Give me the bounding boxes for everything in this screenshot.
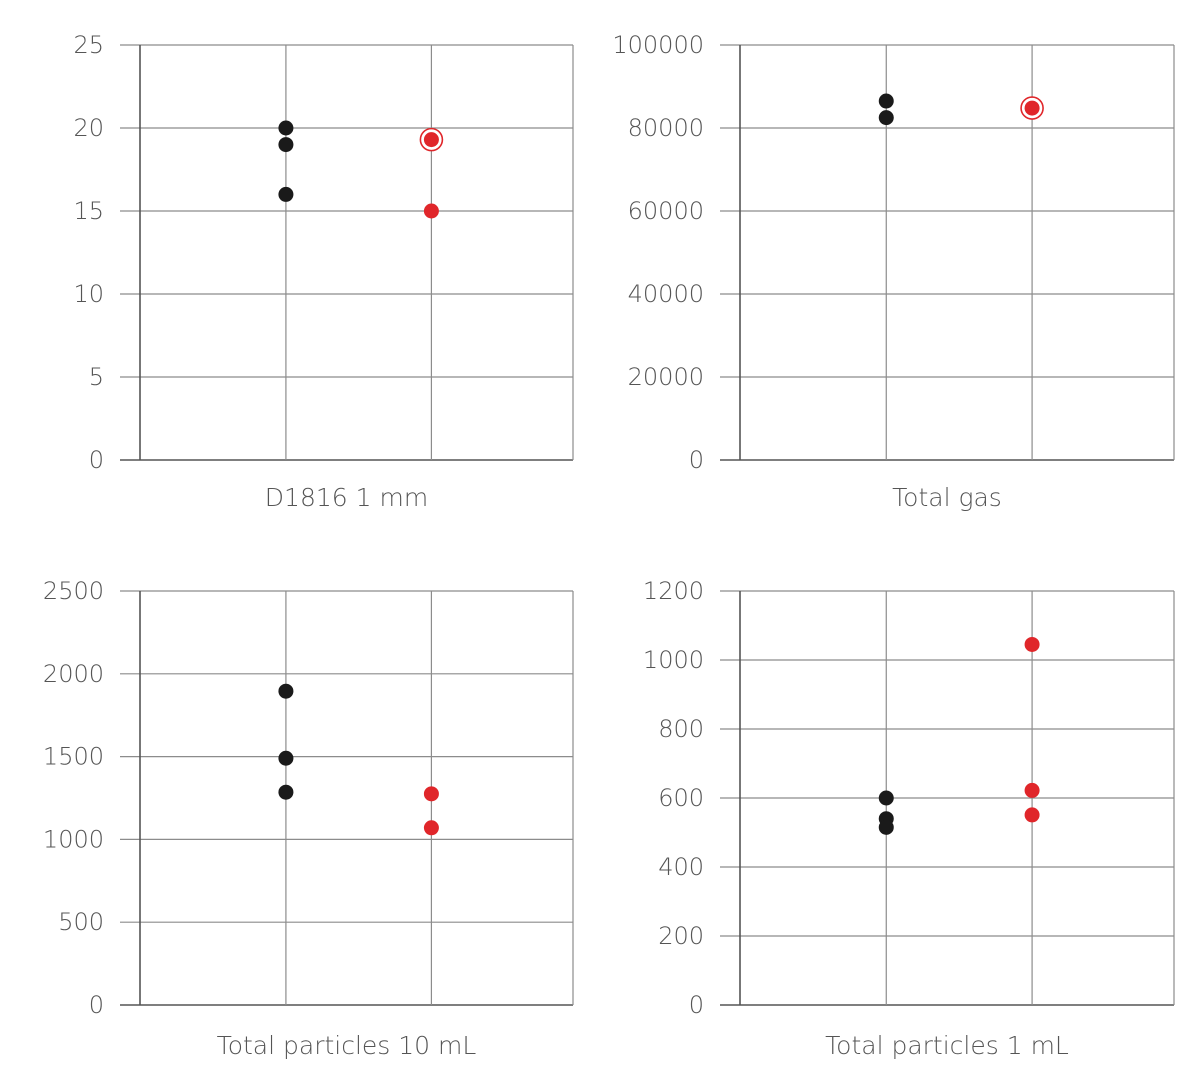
y-tick-label: 500 <box>58 908 104 936</box>
y-tick-label: 2500 <box>43 577 104 605</box>
x-axis-title: Total particles 10 mL <box>217 1031 477 1060</box>
y-tick-label: 0 <box>89 991 104 1019</box>
y-tick-label: 0 <box>89 446 104 474</box>
x-axis-title: Total gas <box>892 483 1002 512</box>
data-point <box>878 93 894 109</box>
y-tick-label: 1000 <box>43 825 104 853</box>
data-point <box>1024 636 1040 652</box>
chart-panel-4: 0 200 400 600 800 1000 1200 Total particles 1 m… <box>643 577 1175 1060</box>
chart-panel-2: 0 20000 40000 60000 80000 100000 Total gas <box>612 31 1175 512</box>
y-tick-label: 40000 <box>628 280 704 308</box>
y-tick-label: 5 <box>89 363 104 391</box>
x-axis-title: Total particles 1 mL <box>825 1031 1069 1060</box>
y-tick-label: 15 <box>73 197 104 225</box>
y-tick-label: 80000 <box>628 114 704 142</box>
data-point <box>278 120 294 136</box>
x-axis-title: D1816 1 mm <box>265 483 428 512</box>
data-point <box>878 819 894 835</box>
data-point <box>278 784 294 800</box>
y-tick-label: 1000 <box>643 646 704 674</box>
data-point <box>278 137 294 153</box>
data-point <box>423 203 439 219</box>
y-tick-label: 60000 <box>628 197 704 225</box>
y-tick-label: 1200 <box>643 577 704 605</box>
y-tick-label: 20000 <box>628 363 704 391</box>
data-point <box>1024 100 1040 116</box>
data-point <box>423 786 439 802</box>
chart-panel-3: 0 500 1000 1500 2000 2500 Total particles 10 m… <box>43 577 574 1060</box>
data-point <box>278 683 294 699</box>
y-tick-label: 25 <box>73 31 104 59</box>
data-point <box>878 790 894 806</box>
y-tick-label: 2000 <box>43 660 104 688</box>
y-tick-label: 20 <box>73 114 104 142</box>
y-tick-label: 100000 <box>612 31 704 59</box>
y-tick-label: 1500 <box>43 743 104 771</box>
y-tick-label: 0 <box>689 991 704 1019</box>
y-tick-label: 400 <box>658 853 704 881</box>
data-point <box>278 750 294 766</box>
chart-panel-1: 0 5 10 15 20 25 D1816 1 mm <box>73 31 574 512</box>
data-point <box>878 110 894 126</box>
y-tick-label: 600 <box>658 784 704 812</box>
y-tick-label: 200 <box>658 922 704 950</box>
data-point <box>1024 807 1040 823</box>
data-point <box>423 132 439 148</box>
data-point <box>423 820 439 836</box>
y-tick-label: 10 <box>73 280 104 308</box>
y-tick-label: 800 <box>658 715 704 743</box>
data-point <box>1024 782 1040 798</box>
data-point <box>278 186 294 202</box>
y-tick-label: 0 <box>689 446 704 474</box>
